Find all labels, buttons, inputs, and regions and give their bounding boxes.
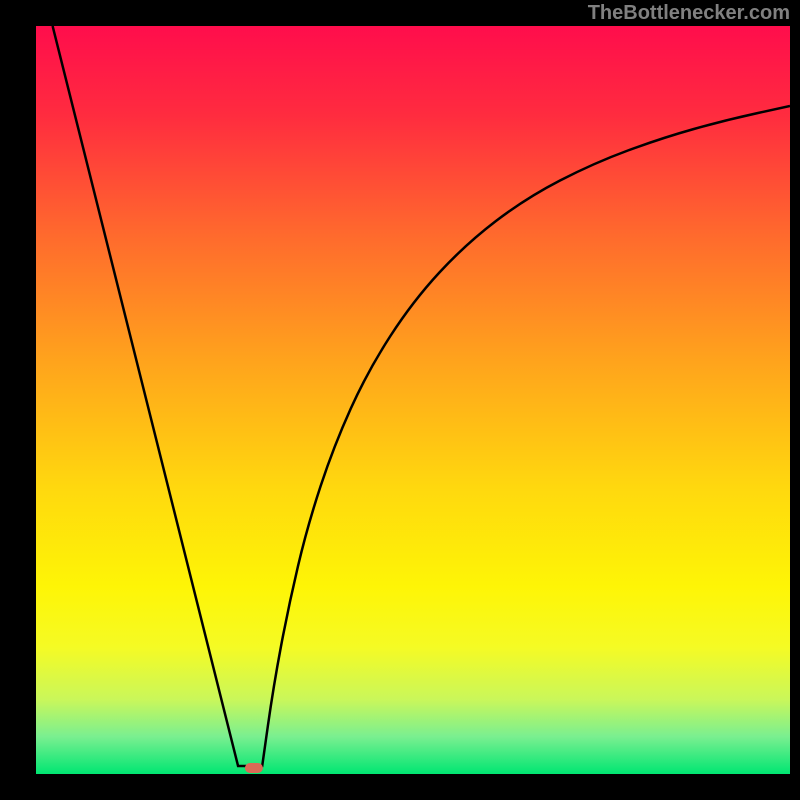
watermark-text: TheBottlenecker.com xyxy=(588,2,790,25)
gradient-background xyxy=(36,26,790,774)
frame-bottom xyxy=(0,774,800,800)
frame-right xyxy=(790,0,800,800)
frame-left xyxy=(0,0,36,800)
optimal-point-marker xyxy=(245,763,263,773)
bottleneck-chart xyxy=(36,26,790,774)
chart-container: TheBottlenecker.com xyxy=(0,0,800,800)
